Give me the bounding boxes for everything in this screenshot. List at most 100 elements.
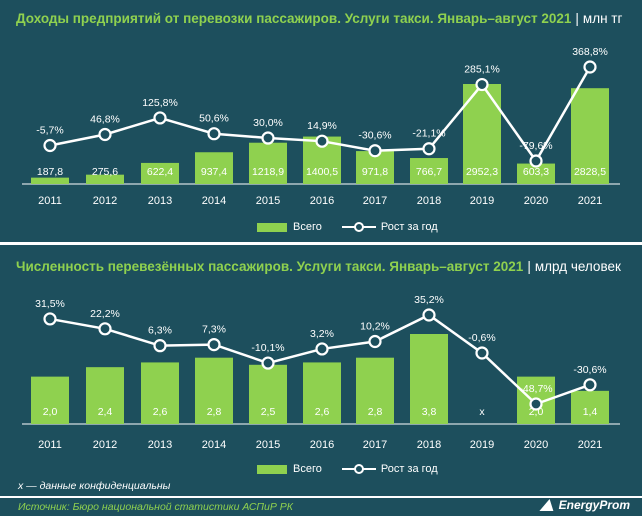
bar-value-label: 937,4 (201, 166, 227, 178)
x-tick-label: 2013 (148, 195, 172, 207)
bar-value-label: 622,4 (147, 166, 173, 178)
x-tick-label: 2012 (93, 439, 117, 451)
growth-value-label: 6,3% (148, 325, 172, 337)
growth-point (529, 154, 543, 168)
x-tick-label: 2021 (578, 439, 602, 451)
chart1-legend: Всего Рост за год (257, 221, 438, 233)
bar (303, 362, 341, 424)
x-tick-label: 2017 (363, 195, 387, 207)
growth-point (583, 60, 597, 74)
x-tick-label: 2016 (310, 195, 334, 207)
growth-value-label: -5,7% (36, 125, 63, 137)
x-tick-label: 2015 (256, 195, 280, 207)
x-tick-label: 2015 (256, 439, 280, 451)
growth-point (153, 111, 167, 125)
growth-point (583, 378, 597, 392)
bar-value-label: 603,3 (523, 166, 549, 178)
growth-point (315, 342, 329, 356)
chart2-legend: Всего Рост за год (257, 463, 438, 475)
growth-value-label: 31,5% (35, 298, 65, 310)
bar-value-label: 1218,9 (252, 166, 284, 178)
growth-value-label: 285,1% (464, 64, 500, 76)
bar (86, 367, 124, 424)
bar-value-label: 766,7 (416, 166, 442, 178)
growth-point (43, 138, 57, 153)
x-tick-label: 2014 (202, 195, 226, 207)
growth-value-label: 30,0% (253, 117, 283, 129)
chart1-unit: млн тг (582, 11, 623, 26)
legend-bar-label: Всего (293, 221, 322, 233)
growth-value-label: -30,6% (573, 364, 606, 376)
chart1-plot: 187,8 275,6 622,4 937,4 1218,9 1400,5 971,8 766… (22, 46, 620, 207)
legend-line-swatch (341, 222, 376, 232)
growth-point (475, 346, 489, 360)
growth-value-label: -48,7% (519, 383, 552, 395)
growth-point (422, 308, 436, 322)
section-divider (0, 242, 642, 245)
chart2-title-text: Численность перевезённых пассажиров. Усл… (16, 259, 524, 274)
growth-point (153, 339, 167, 353)
bar (571, 390, 609, 424)
bar-value-label: 2828,5 (574, 166, 606, 178)
bar (195, 152, 233, 184)
x-tick-label: 2019 (470, 439, 494, 451)
x-tick-label: 2016 (310, 439, 334, 451)
growth-value-label: 3,2% (310, 328, 334, 340)
x-tick-label: 2017 (363, 439, 387, 451)
x-tick-label: 2021 (578, 195, 602, 207)
growth-value-label: 368,8% (572, 46, 608, 58)
growth-point (422, 142, 436, 156)
growth-point (315, 134, 329, 148)
growth-point (261, 356, 275, 370)
x-tick-label: 2012 (93, 195, 117, 207)
growth-point (98, 127, 112, 142)
growth-point (207, 127, 221, 141)
bar (410, 158, 448, 184)
chart1-title-text: Доходы предприятий от перевозки пассажир… (16, 11, 572, 26)
growth-value-label: -79,6% (519, 140, 552, 152)
legend-line-label: Рост за год (380, 463, 438, 475)
chart2-title: Численность перевезённых пассажиров. Усл… (16, 259, 621, 274)
bar-value-label: 2,6 (153, 406, 168, 418)
growth-point (368, 144, 382, 158)
bar-value-label: 2,0 (43, 406, 58, 418)
growth-value-label: 50,6% (199, 113, 229, 125)
growth-value-label: -0,6% (468, 332, 495, 344)
chart2-unit: млрд человек (534, 259, 621, 274)
bar-value-label: 2,8 (207, 406, 222, 418)
x-tick-label: 2011 (38, 439, 62, 451)
logo-text: EnergyProm (558, 498, 630, 512)
x-tick-label: 2020 (524, 195, 548, 207)
growth-point (43, 312, 57, 326)
growth-value-label: -30,6% (358, 130, 391, 142)
growth-value-label: 10,2% (360, 321, 390, 333)
legend-line-swatch (341, 464, 376, 474)
growth-value-label: -21,1% (412, 128, 445, 140)
bar (31, 177, 69, 184)
title-separator: | (575, 11, 579, 26)
bar (141, 362, 179, 424)
growth-value-label: 46,8% (90, 114, 120, 126)
legend-line-label: Рост за год (380, 221, 438, 233)
bar-value-label: 2,6 (315, 406, 330, 418)
bar-value-label: 2952,3 (466, 166, 498, 178)
x-tick-label: 2020 (524, 439, 548, 451)
chart1-title: Доходы предприятий от перевозки пассажир… (16, 11, 622, 26)
growth-value-label: 22,2% (90, 308, 120, 320)
bar (195, 357, 233, 424)
legend-bar-label: Всего (293, 463, 322, 475)
growth-point (529, 397, 543, 411)
x-tick-label: 2014 (202, 439, 226, 451)
energyprom-logo: EnergyProm (539, 498, 630, 512)
growth-value-label: 125,8% (142, 97, 178, 109)
legend-bar-swatch (257, 222, 287, 232)
growth-point (261, 131, 275, 145)
growth-value-label: -10,1% (251, 342, 284, 354)
bar-value-label: 3,8 (422, 406, 437, 418)
growth-point (98, 322, 112, 336)
legend-bar-swatch (257, 464, 287, 474)
bar-value-label: 2,5 (261, 406, 276, 418)
footer-divider (0, 496, 642, 498)
bar-value-label: 1,4 (583, 406, 598, 418)
